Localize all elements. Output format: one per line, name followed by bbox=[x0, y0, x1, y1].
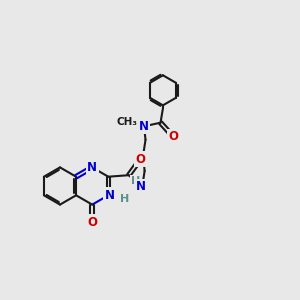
Text: O: O bbox=[168, 130, 178, 143]
Text: H: H bbox=[131, 176, 140, 186]
Text: N: N bbox=[136, 180, 146, 193]
Text: N: N bbox=[87, 161, 97, 174]
Text: N: N bbox=[139, 120, 149, 133]
Text: O: O bbox=[87, 215, 97, 229]
Text: N: N bbox=[105, 189, 115, 202]
Text: CH₃: CH₃ bbox=[116, 117, 137, 128]
Text: H: H bbox=[120, 194, 129, 204]
Text: O: O bbox=[136, 153, 146, 166]
